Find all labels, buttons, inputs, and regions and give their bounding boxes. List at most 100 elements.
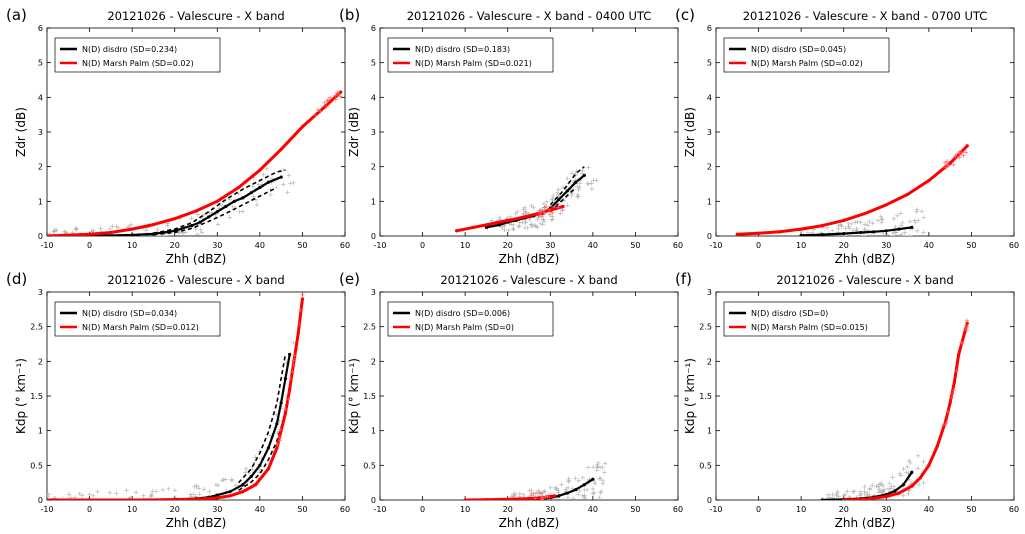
scatter-point: +: [73, 225, 79, 233]
data-point: [523, 215, 527, 219]
scatter-point: +: [80, 496, 86, 504]
data-point: [484, 498, 489, 500]
y-tick-label: 3: [371, 288, 376, 297]
scatter-point: +: [522, 207, 528, 215]
data-point: [130, 227, 134, 231]
scatter-point: +: [879, 215, 885, 223]
scatter-point-red: +: [318, 108, 324, 116]
scatter-point: +: [592, 480, 598, 488]
scatter-point: +: [566, 478, 572, 486]
y-tick-label: 5: [38, 59, 43, 68]
y-tick-label: 4: [707, 93, 712, 102]
scatter-point: +: [245, 478, 251, 486]
scatter-point: +: [193, 492, 199, 500]
scatter-point: +: [238, 483, 244, 491]
y-tick-label: 2.5: [30, 323, 43, 332]
scatter-point: +: [880, 482, 886, 490]
data-point: [905, 192, 910, 196]
scatter-point-red: +: [539, 496, 545, 504]
data-point: [756, 231, 761, 235]
scatter-point: +: [869, 482, 875, 490]
scatter-point: +: [560, 206, 566, 214]
scatter-point: +: [907, 486, 913, 494]
scatter-point: +: [528, 486, 534, 494]
scatter-point: +: [900, 219, 906, 227]
data-point: [778, 230, 782, 234]
data-point: [215, 210, 219, 214]
scatter-point: +: [878, 487, 884, 495]
data-point: [292, 359, 296, 363]
scatter-point: +: [839, 222, 845, 230]
scatter-point: +: [109, 223, 115, 231]
panel-label: (c): [675, 6, 695, 24]
scatter-point: +: [177, 228, 183, 236]
legend-box: [723, 37, 890, 73]
scatter-point: +: [799, 228, 805, 236]
y-tick-label: 5: [371, 59, 376, 68]
chart-title: 20121026 - Valescure - X band: [107, 273, 284, 287]
legend-label: N(D) disdro (SD=0.034): [82, 309, 177, 318]
scatter-point-red: +: [288, 374, 294, 382]
data-point: [497, 223, 501, 227]
scatter-point: +: [521, 210, 527, 218]
scatter-point: +: [206, 209, 212, 217]
data-point: [948, 161, 952, 165]
scatter-point: +: [529, 202, 535, 210]
scatter-point-red: +: [944, 419, 950, 427]
scatter-point: +: [237, 208, 243, 216]
scatter-point-red: +: [957, 150, 963, 158]
data-point: [87, 232, 92, 236]
data-layer: ++++++++++++++++++++++++++++++++++++++++…: [47, 292, 305, 504]
x-tick-label: 0: [756, 241, 761, 250]
x-tick-label: 0: [87, 241, 92, 250]
scatter-point: +: [565, 175, 571, 183]
data-point: [897, 227, 901, 231]
scatter-point: +: [824, 224, 830, 232]
scatter-point-red: +: [277, 436, 283, 444]
legend: N(D) disdro (SD=0) N(D) Marsh Palm (SD=0.…: [723, 301, 890, 337]
y-tick-label: 3: [707, 288, 712, 297]
scatter-point: +: [513, 210, 519, 218]
data-point: [884, 203, 888, 207]
scatter-point: +: [575, 490, 581, 498]
scatter-point-red: +: [945, 162, 951, 170]
data-point: [463, 498, 467, 500]
scatter-point: +: [243, 465, 249, 473]
x-tick-label: 30: [881, 505, 891, 514]
scatter-point: +: [172, 494, 178, 502]
scatter-point-red: +: [951, 387, 957, 395]
x-tick-label: -10: [40, 505, 53, 514]
x-tick-label: 10: [796, 505, 806, 514]
scatter-point: +: [51, 227, 57, 235]
scatter-point: +: [805, 229, 811, 237]
scatter-point: +: [879, 219, 885, 227]
scatter-point: +: [574, 183, 580, 191]
scatter-point: +: [528, 492, 534, 500]
scatter-point: +: [598, 487, 604, 495]
x-axis-label: Zhh (dBZ): [835, 516, 896, 530]
x-tick-label: 0: [87, 505, 92, 514]
scatter-point: +: [198, 226, 204, 234]
scatter-point-red: +: [313, 112, 319, 120]
scatter-point: +: [838, 222, 844, 230]
x-tick-label: 30: [545, 241, 555, 250]
scatter-point: +: [576, 186, 582, 194]
scatter-point: +: [881, 486, 887, 494]
data-point: [228, 494, 232, 498]
scatter-point: +: [568, 186, 574, 194]
scatter-point: +: [540, 221, 546, 229]
data-point: [735, 232, 739, 236]
x-tick-label: 20: [503, 241, 513, 250]
scatter-point: +: [149, 487, 155, 495]
scatter-point: +: [215, 220, 221, 228]
scatter-point-red: +: [292, 351, 298, 359]
scatter-point: +: [550, 192, 556, 200]
y-tick-label: 6: [707, 24, 712, 33]
scatter-point: +: [854, 226, 860, 234]
scatter-point: +: [827, 493, 833, 501]
scatter-point: +: [135, 231, 141, 239]
scatter-point-red: +: [275, 441, 281, 449]
scatter-point: +: [269, 179, 275, 187]
scatter-point: +: [602, 459, 608, 467]
